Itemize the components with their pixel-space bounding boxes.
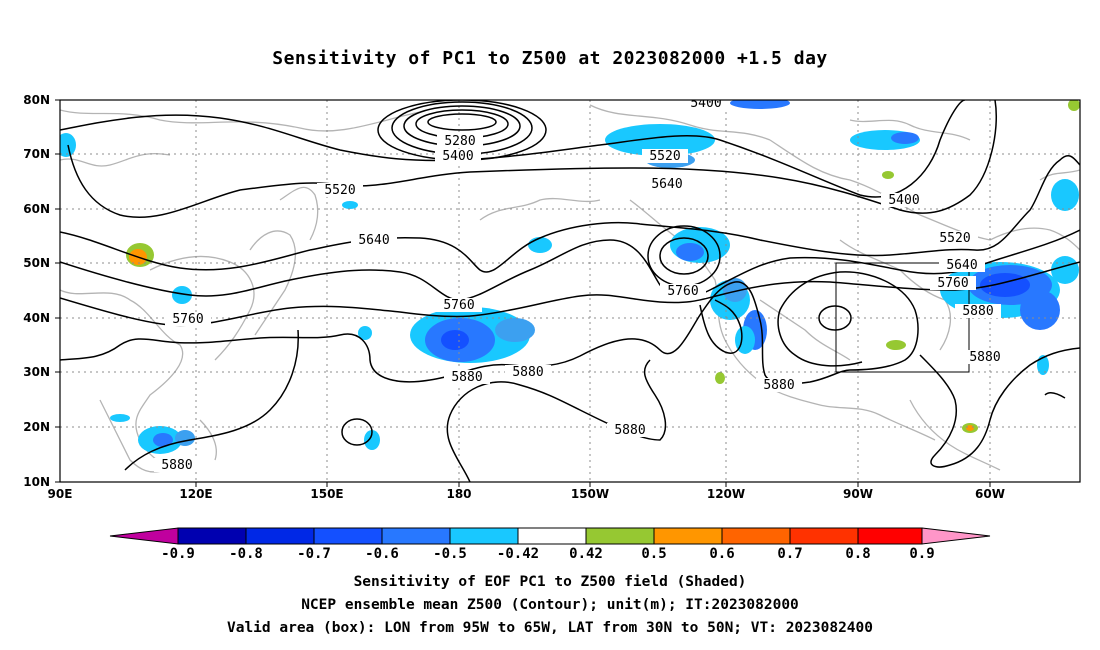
map-title: Sensitivity of PC1 to Z500 at 2023082000…: [272, 48, 828, 69]
lon-label-90w: 90W: [843, 487, 873, 501]
colorbar-tick: 0.7: [777, 546, 802, 562]
lon-label-180: 180: [446, 487, 471, 501]
colorbar-box-9: [721, 527, 791, 545]
contour-label-5520-gulf: 5520: [649, 149, 680, 164]
contour-label-5880-a: 5880: [451, 370, 482, 385]
contour-label-5880-c: 5880: [614, 423, 645, 438]
lon-label-120w: 120W: [707, 487, 745, 501]
contour-label-5640-west: 5640: [358, 233, 389, 248]
colorbar-tick: -0.6: [365, 546, 399, 562]
contour-label-5880-sw: 5880: [161, 458, 192, 473]
colorbar-tick: 0.5: [641, 546, 666, 562]
lat-label-70n: 70N: [23, 147, 50, 161]
footer-line-1: Sensitivity of EOF PC1 to Z500 field (Sh…: [353, 574, 747, 590]
colorbar-box-4: [381, 527, 451, 545]
lon-label-90e: 90E: [48, 487, 73, 501]
contour-label-5760-east: 5760: [937, 276, 968, 291]
footer-line-3: Valid area (box): LON from 95W to 65W, L…: [226, 620, 873, 636]
colorbar-right-arrow: [921, 527, 991, 545]
colorbar-tick: 0.6: [709, 546, 734, 562]
lat-label-30n: 30N: [23, 365, 50, 379]
contour-label-5760-pacific: 5760: [667, 284, 698, 299]
colorbar-tick: -0.7: [297, 546, 331, 562]
longitude-axis: 90E 120E 150E 180 150W 120W 90W 60W: [48, 482, 1005, 501]
lat-label-20n: 20N: [23, 420, 50, 434]
contour-label-5640-east: 5640: [946, 258, 977, 273]
colorbar-box-5: [449, 527, 519, 545]
colorbar-box-10: [789, 527, 859, 545]
lon-label-150w: 150W: [571, 487, 609, 501]
coastlines: [60, 104, 1080, 473]
colorbar-ticks: -0.9 -0.8 -0.7 -0.6 -0.5 -0.42 0.42 0.5 …: [161, 546, 935, 562]
lon-label-150e: 150E: [310, 487, 343, 501]
colorbar-box-3: [313, 527, 383, 545]
contour-label-5760-west: 5760: [172, 312, 203, 327]
contour-label-5400-low: 5400: [442, 149, 473, 164]
plot-area: [60, 100, 1080, 482]
contour-label-5400-canada: 5400: [888, 193, 919, 208]
lon-label-60w: 60W: [975, 487, 1005, 501]
footer-line-2: NCEP ensemble mean Z500 (Contour); unit(…: [301, 597, 799, 613]
colorbar-tick: -0.8: [229, 546, 263, 562]
colorbar-box-1: [177, 527, 247, 545]
colorbar-tick: 0.9: [909, 546, 934, 562]
contour-label-5880-atl: 5880: [969, 350, 1000, 365]
contour-label-5880-d: 5880: [763, 378, 794, 393]
lon-label-120e: 120E: [179, 487, 212, 501]
lat-label-80n: 80N: [23, 93, 50, 107]
colorbar-tick: 0.8: [845, 546, 870, 562]
colorbar-tick: -0.5: [433, 546, 467, 562]
colorbar-tick: -0.9: [161, 546, 195, 562]
contour-labels: 5400 5280 5400 5520 5520 5640 5400 5520 …: [154, 96, 1008, 473]
lat-label-40n: 40N: [23, 311, 50, 325]
contour-label-5880-b: 5880: [512, 365, 543, 380]
colorbar-box-8: [653, 527, 723, 545]
colorbar-box-7: [585, 527, 655, 545]
contour-label-5520-east: 5520: [939, 231, 970, 246]
lat-label-60n: 60N: [23, 202, 50, 216]
colorbar-tick: -0.42: [497, 546, 539, 562]
colorbar: [109, 527, 991, 545]
lat-label-10n: 10N: [23, 475, 50, 489]
contour-label-5880-east: 5880: [962, 304, 993, 319]
colorbar-tick: 0.42: [569, 546, 603, 562]
colorbar-box-2: [245, 527, 315, 545]
colorbar-box-11: [857, 527, 923, 545]
latitude-axis: 80N 70N 60N 50N 40N 30N 20N 10N: [23, 93, 60, 489]
contour-label-5520-mid: 5520: [324, 183, 355, 198]
colorbar-box-6: [517, 527, 587, 545]
contour-label-5760-dateline: 5760: [443, 298, 474, 313]
contour-label-5280: 5280: [444, 134, 475, 149]
colorbar-left-arrow: [109, 527, 179, 545]
contour-label-5400-top: 5400: [690, 96, 721, 111]
lat-label-50n: 50N: [23, 256, 50, 270]
plot-frame: [59, 99, 1081, 483]
contour-label-5640-gulf: 5640: [651, 177, 682, 192]
